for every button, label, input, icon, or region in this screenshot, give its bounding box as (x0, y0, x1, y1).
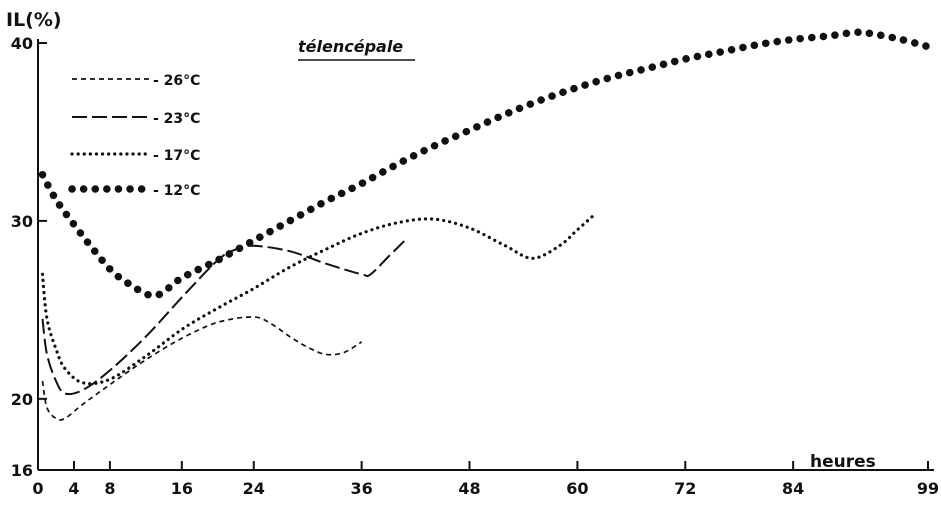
x-tick-label: 48 (458, 479, 480, 498)
legend-label-1: - 26°C (153, 73, 200, 89)
x-axis-label: heures (810, 452, 876, 472)
x-tick-label: 16 (171, 479, 193, 498)
series-line-1 (41, 316, 363, 421)
x-tick-label: 60 (566, 479, 588, 498)
series-line-3 (40, 212, 597, 386)
series-line-2 (41, 237, 408, 396)
x-tick-label: 0 (32, 479, 43, 498)
x-tick-label: 99 (917, 479, 939, 498)
x-tick-label: 36 (351, 479, 373, 498)
legend-label-4: - 12°C (153, 183, 200, 199)
legend: - 26°C - 23°C - 17°C - 12°C (68, 73, 200, 199)
chart-title: télencépale (298, 37, 403, 56)
x-tick-label: 84 (782, 479, 804, 498)
y-tick-label: 30 (11, 212, 33, 231)
y-tick-label: 40 (11, 34, 33, 53)
x-tick-label: 72 (674, 479, 696, 498)
y-tick-label: 16 (11, 461, 33, 480)
y-axis-label: IL(%) (6, 9, 62, 31)
y-tick-label: 20 (11, 390, 33, 409)
series-layer (38, 28, 932, 421)
x-tick-label: 8 (104, 479, 115, 498)
x-tick-label: 24 (243, 479, 265, 498)
legend-label-3: - 17°C (153, 148, 200, 164)
series-line-4 (38, 28, 932, 300)
x-tick-label: 4 (68, 479, 79, 498)
legend-label-2: - 23°C (153, 111, 200, 127)
